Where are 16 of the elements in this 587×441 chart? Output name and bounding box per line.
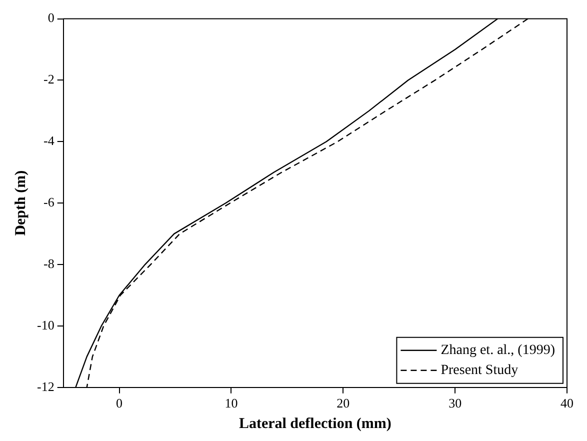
y-tick-label: -4 <box>43 133 55 148</box>
x-tick-label: 30 <box>448 396 462 411</box>
y-tick-label: -12 <box>36 378 54 394</box>
x-tick-label: 0 <box>116 396 123 411</box>
x-tick-label: 10 <box>224 396 238 411</box>
y-tick-label: -8 <box>43 256 54 271</box>
legend-label: Zhang et. al., (1999) <box>440 343 556 358</box>
y-tick-label: -6 <box>43 194 55 210</box>
y-tick-label: -2 <box>43 72 54 87</box>
x-tick-label: 40 <box>560 396 574 411</box>
x-tick-label: 20 <box>336 396 350 411</box>
y-tick-label: 0 <box>48 10 54 26</box>
x-axis-title: Lateral deflection (mm) <box>238 416 392 432</box>
y-axis-title: Depth (m) <box>12 170 29 236</box>
y-tick-label: -10 <box>36 317 54 332</box>
legend-label: Present Study <box>440 363 518 378</box>
